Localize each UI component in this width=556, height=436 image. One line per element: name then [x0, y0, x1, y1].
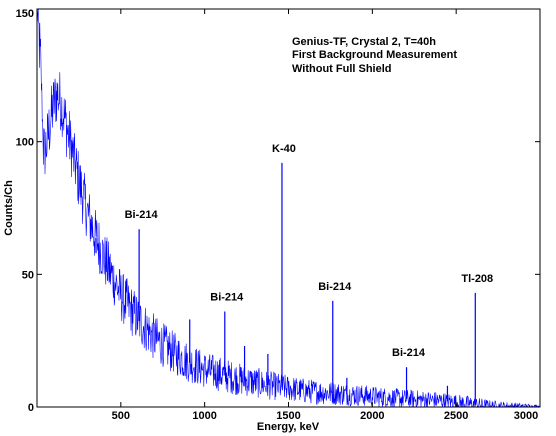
peak-label-0: Bi-214: [125, 209, 159, 221]
x-tick-label-5: 3000: [514, 410, 538, 422]
x-tick-label-2: 1500: [276, 410, 300, 422]
x-tick-label-3: 2000: [360, 410, 384, 422]
info-line-3: Without Full Shield: [292, 63, 392, 75]
peak-label-4: Bi-214: [392, 347, 426, 359]
info-line-2: First Background Measurement: [292, 49, 457, 61]
plot-area: [36, 8, 541, 409]
peak-lines: [95, 162, 476, 405]
y-tick-label-1: 50: [22, 269, 34, 281]
peak-label-3: Bi-214: [318, 281, 352, 293]
y-tick-label-0: 0: [28, 402, 34, 414]
peak-label-2: K-40: [272, 143, 296, 155]
peak-label-5: Tl-208: [461, 273, 493, 285]
x-tick-label-1: 1000: [192, 410, 216, 422]
peak-labels: Bi-214 Bi-214 K-40 Bi-214 Bi-214 Tl-208: [125, 143, 494, 359]
x-axis-ticks: 500 1000 1500 2000 2500 3000: [112, 9, 541, 422]
info-line-1: Genius-TF, Crystal 2, T=40h: [292, 36, 436, 48]
y-tick-label-3: 150: [16, 8, 34, 20]
y-axis-ticks: 0 50 100 150: [16, 8, 540, 414]
y-tick-label-2: 100: [16, 137, 34, 149]
x-tick-label-4: 2500: [444, 410, 468, 422]
x-axis-title: Energy, keV: [257, 421, 320, 433]
peak-label-1: Bi-214: [210, 291, 244, 303]
y-axis-title: Counts/Ch: [3, 180, 15, 236]
x-tick-label-0: 500: [112, 410, 130, 422]
spectrum-series: [36, 8, 541, 409]
